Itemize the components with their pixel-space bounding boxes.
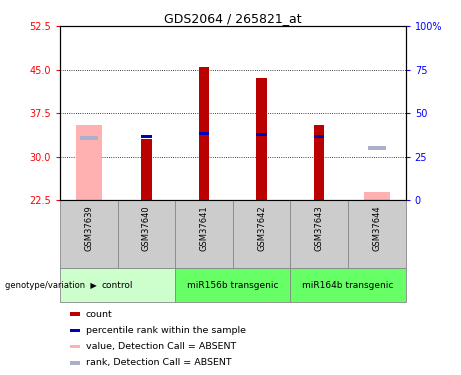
Bar: [256, 78, 267, 200]
Title: GDS2064 / 265821_at: GDS2064 / 265821_at: [164, 12, 301, 25]
Text: value, Detection Call = ABSENT: value, Detection Call = ABSENT: [86, 342, 236, 351]
Bar: [70, 345, 80, 348]
Text: GSM37641: GSM37641: [200, 206, 208, 251]
Bar: [199, 132, 209, 135]
FancyBboxPatch shape: [60, 200, 118, 268]
Bar: [70, 312, 80, 316]
Text: count: count: [86, 310, 112, 319]
FancyBboxPatch shape: [290, 200, 348, 268]
Text: miR156b transgenic: miR156b transgenic: [187, 281, 278, 290]
Text: percentile rank within the sample: percentile rank within the sample: [86, 326, 246, 335]
Text: rank, Detection Call = ABSENT: rank, Detection Call = ABSENT: [86, 358, 231, 368]
FancyBboxPatch shape: [348, 200, 406, 268]
Bar: [364, 192, 390, 200]
Bar: [314, 135, 325, 138]
FancyBboxPatch shape: [60, 268, 175, 302]
Text: GSM37640: GSM37640: [142, 206, 151, 251]
Bar: [70, 328, 80, 332]
FancyBboxPatch shape: [290, 268, 406, 302]
FancyBboxPatch shape: [233, 200, 290, 268]
Text: GSM37642: GSM37642: [257, 206, 266, 251]
Text: genotype/variation  ▶: genotype/variation ▶: [5, 281, 96, 290]
Bar: [141, 139, 152, 200]
Text: GSM37644: GSM37644: [372, 206, 381, 251]
Bar: [314, 125, 325, 200]
FancyBboxPatch shape: [118, 200, 175, 268]
Bar: [199, 67, 209, 200]
Bar: [141, 135, 152, 138]
Text: GSM37643: GSM37643: [315, 206, 324, 251]
Bar: [70, 361, 80, 365]
Bar: [76, 125, 102, 200]
FancyBboxPatch shape: [175, 200, 233, 268]
FancyBboxPatch shape: [175, 268, 290, 302]
Bar: [80, 136, 98, 140]
Text: miR164b transgenic: miR164b transgenic: [302, 281, 394, 290]
Bar: [368, 146, 386, 150]
Text: control: control: [102, 281, 133, 290]
Bar: [256, 133, 267, 136]
Text: GSM37639: GSM37639: [84, 206, 93, 251]
